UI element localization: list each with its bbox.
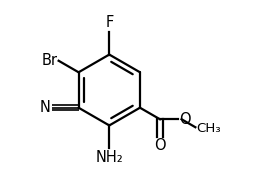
- Text: NH₂: NH₂: [96, 150, 123, 165]
- Text: O: O: [179, 112, 190, 127]
- Text: F: F: [105, 15, 113, 30]
- Text: CH₃: CH₃: [196, 122, 221, 135]
- Text: Br: Br: [41, 53, 57, 68]
- Text: O: O: [154, 138, 166, 153]
- Text: N: N: [40, 100, 51, 115]
